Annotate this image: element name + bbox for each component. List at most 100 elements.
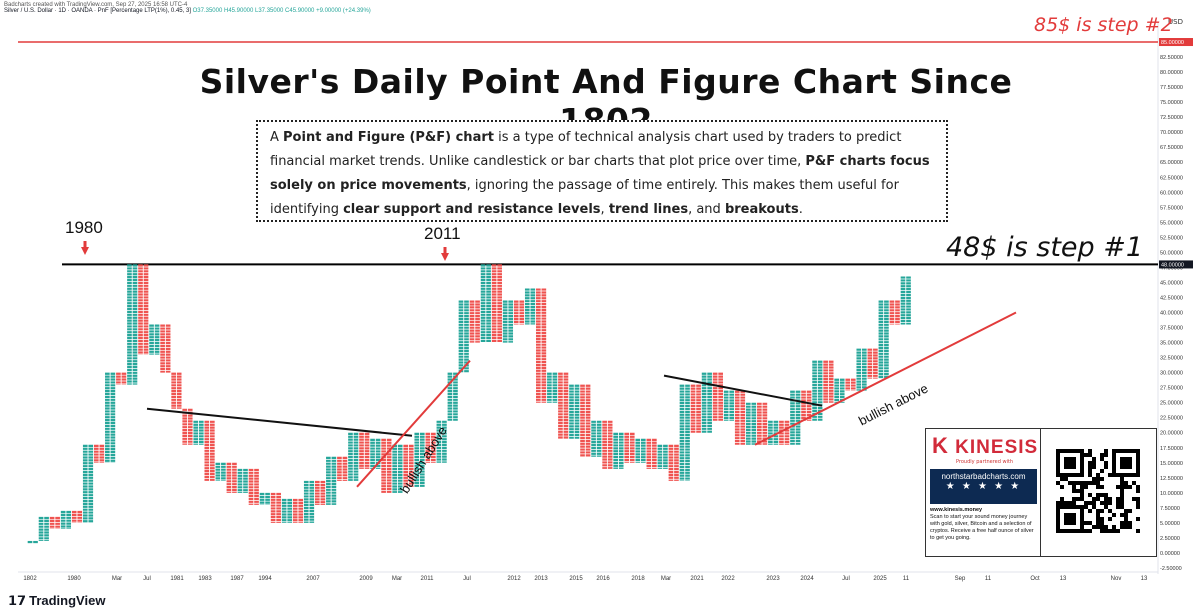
- qr-module: [1080, 461, 1084, 465]
- qr-module: [1096, 513, 1100, 517]
- qr-module: [1092, 465, 1096, 469]
- qr-module: [1060, 449, 1064, 453]
- ad-site: northstarbadcharts.com: [941, 472, 1026, 481]
- qr-module: [1072, 501, 1076, 505]
- qr-module: [1116, 485, 1120, 489]
- qr-module: [1120, 513, 1124, 517]
- qr-module: [1068, 449, 1072, 453]
- x-tick-label: 1981: [170, 576, 184, 582]
- qr-module: [1132, 497, 1136, 501]
- qr-module: [1120, 497, 1124, 501]
- qr-module: [1136, 465, 1140, 469]
- qr-module: [1072, 465, 1076, 469]
- qr-module: [1136, 469, 1140, 473]
- x-tick-label: Mar: [392, 576, 402, 582]
- qr-module: [1080, 517, 1084, 521]
- qr-module: [1068, 517, 1072, 521]
- kinesis-logo: K KINESIS: [932, 433, 1038, 459]
- qr-module: [1068, 465, 1072, 469]
- qr-module: [1056, 461, 1060, 465]
- qr-module: [1108, 473, 1112, 477]
- qr-code-icon[interactable]: [1056, 449, 1140, 533]
- qr-module: [1112, 513, 1116, 517]
- qr-module: [1124, 465, 1128, 469]
- x-tick-label: 1983: [198, 576, 212, 582]
- qr-module: [1116, 529, 1120, 533]
- y-tick-label: 55.00000: [1160, 220, 1183, 226]
- x-tick-label: 2024: [800, 576, 814, 582]
- x-tick-label: 1802: [23, 576, 37, 582]
- qr-module: [1056, 517, 1060, 521]
- qr-module: [1080, 481, 1084, 485]
- qr-module: [1136, 457, 1140, 461]
- qr-module: [1124, 457, 1128, 461]
- qr-module: [1120, 449, 1124, 453]
- qr-module: [1116, 505, 1120, 509]
- qr-module: [1056, 513, 1060, 517]
- peak-arrow-stem: [83, 241, 87, 247]
- qr-module: [1128, 461, 1132, 465]
- x-tick-label: Mar: [661, 576, 671, 582]
- ad-tagline: Proudly partnered with: [956, 459, 1014, 465]
- qr-module: [1096, 521, 1100, 525]
- qr-module: [1108, 509, 1112, 513]
- tradingview-logo-icon: 𝟭𝟳: [8, 593, 27, 608]
- kinesis-ad[interactable]: K KINESIS Proudly partnered with northst…: [925, 428, 1157, 557]
- year-2011-label: 2011: [424, 224, 461, 243]
- chart-header-info: Badcharts created with TradingView.com, …: [4, 2, 371, 14]
- qr-module: [1108, 497, 1112, 501]
- description-part: P&F charts focus solely on price movemen…: [270, 154, 930, 193]
- symbol-line[interactable]: Silver / U.S. Dollar · 1D · OANDA · PnF …: [4, 8, 191, 14]
- description-part: , and: [688, 202, 725, 217]
- year-1980-label: 1980: [65, 218, 103, 237]
- peak-arrow-stem: [443, 247, 447, 253]
- qr-module: [1060, 473, 1064, 477]
- qr-module: [1068, 529, 1072, 533]
- qr-module: [1096, 517, 1100, 521]
- qr-module: [1104, 529, 1108, 533]
- tradingview-footer[interactable]: 𝟭𝟳 TradingView: [8, 593, 105, 609]
- qr-module: [1080, 505, 1084, 509]
- y-tick-label: 67.50000: [1160, 145, 1183, 151]
- qr-module: [1088, 469, 1092, 473]
- qr-module: [1108, 501, 1112, 505]
- y-tick-label: 22.50000: [1160, 416, 1183, 422]
- qr-module: [1056, 501, 1060, 505]
- qr-module: [1100, 469, 1104, 473]
- qr-module: [1096, 497, 1100, 501]
- description-part: is a type of technical analysis chart us…: [270, 130, 902, 169]
- ad-banner: northstarbadcharts.com ★ ★ ★ ★ ★: [930, 469, 1037, 504]
- pnf-columns: [27, 264, 911, 544]
- y-tick-label: 70.00000: [1160, 130, 1183, 136]
- qr-module: [1068, 457, 1072, 461]
- x-tick-label: 2022: [721, 576, 735, 582]
- qr-module: [1092, 457, 1096, 461]
- kinesis-k-icon: K: [932, 433, 949, 458]
- y-tick-label: 30.00000: [1160, 371, 1183, 377]
- qr-module: [1088, 465, 1092, 469]
- qr-module: [1136, 473, 1140, 477]
- y-tick-label: 12.50000: [1160, 476, 1183, 482]
- x-tick-label: 2011: [421, 576, 435, 582]
- qr-module: [1128, 521, 1132, 525]
- x-tick-label: Jul: [463, 576, 471, 582]
- qr-module: [1064, 517, 1068, 521]
- peak-arrow-icon: [441, 253, 449, 261]
- qr-module: [1136, 461, 1140, 465]
- qr-module: [1064, 505, 1068, 509]
- qr-module: [1100, 517, 1104, 521]
- qr-module: [1088, 481, 1092, 485]
- qr-module: [1088, 449, 1092, 453]
- qr-module: [1112, 473, 1116, 477]
- qr-module: [1072, 505, 1076, 509]
- y-tick-label: 7.50000: [1160, 506, 1180, 512]
- ad-left-panel: K KINESIS Proudly partnered with northst…: [926, 429, 1041, 556]
- qr-module: [1084, 481, 1088, 485]
- qr-module: [1096, 525, 1100, 529]
- qr-module: [1080, 469, 1084, 473]
- x-tick-label: 2013: [534, 576, 548, 582]
- y-highlight-badge: [1159, 38, 1193, 47]
- qr-module: [1088, 461, 1092, 465]
- x-tick-label: 2009: [359, 576, 373, 582]
- y-tick-label: 75.00000: [1160, 100, 1183, 106]
